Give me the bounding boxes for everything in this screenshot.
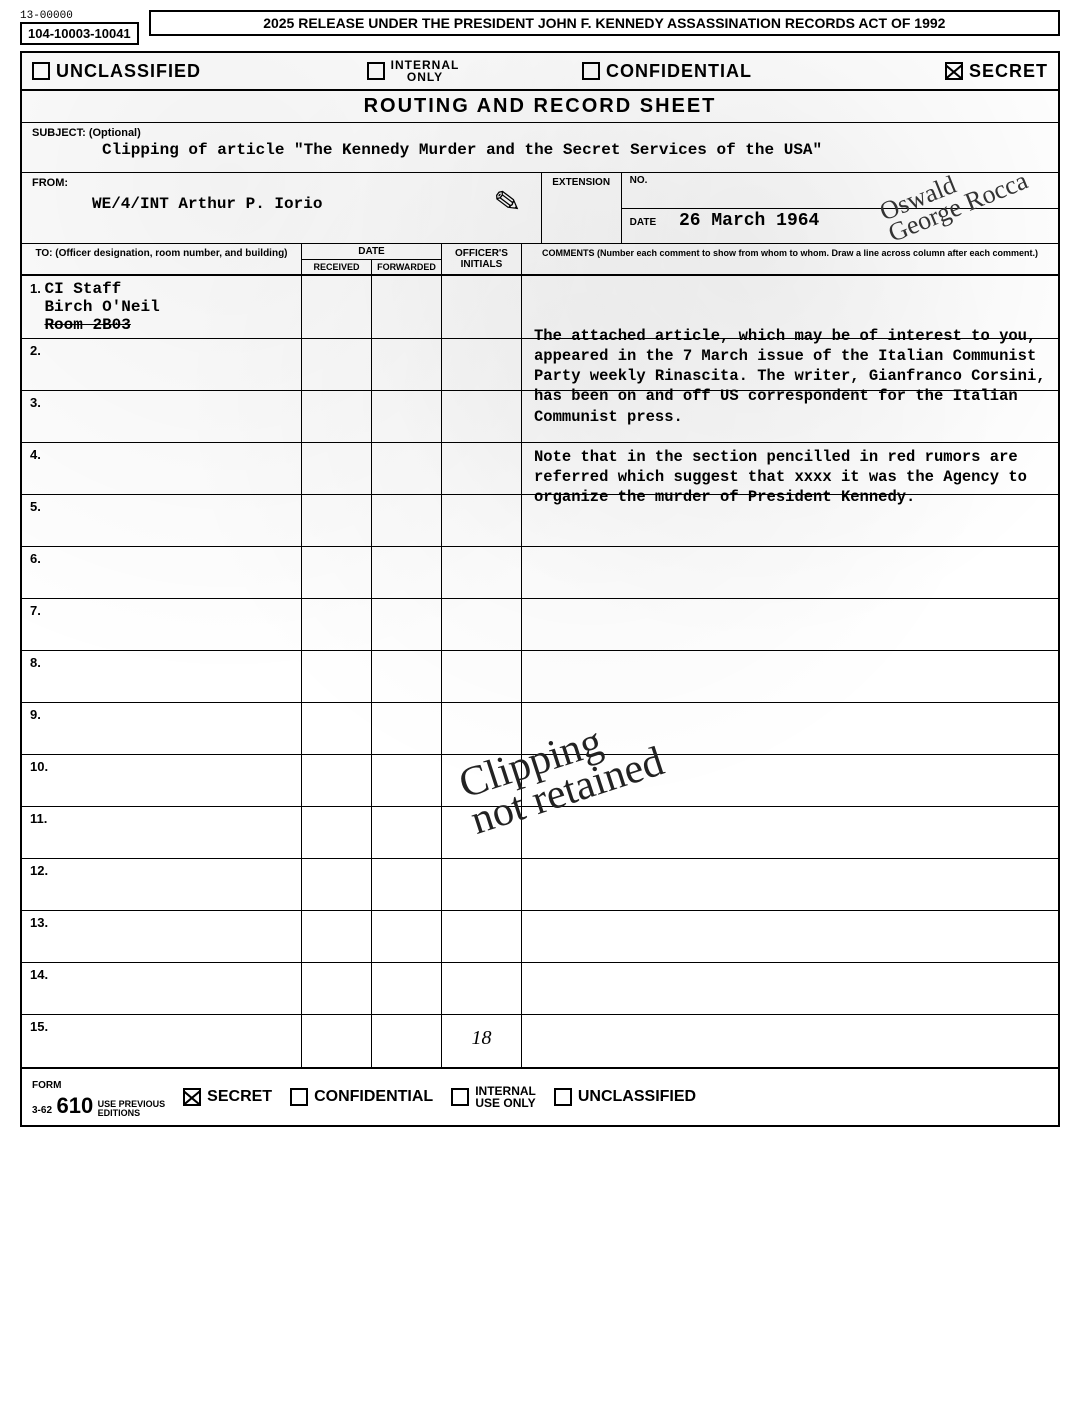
class-label: UNCLASSIFIED	[578, 1088, 696, 1106]
checkbox-icon	[582, 62, 600, 80]
date-header-label: DATE	[302, 244, 441, 260]
checkbox-checked-icon	[183, 1088, 201, 1106]
row-number: 8.	[30, 655, 41, 670]
class-label: INTERNAL USE ONLY	[475, 1085, 536, 1109]
received-header: RECEIVED	[302, 260, 372, 274]
use-previous-label: USE PREVIOUSEDITIONS	[98, 1100, 166, 1118]
tiny-id: 13-00000	[20, 10, 139, 22]
class-label: UNCLASSIFIED	[56, 61, 201, 82]
initials-cell: 18	[442, 1015, 522, 1067]
table-row: 8.	[22, 651, 1058, 703]
top-id-row: 13-00000 104-10003-10041 2025 RELEASE UN…	[20, 10, 1060, 45]
class-secret: SECRET	[794, 61, 1048, 82]
from-text: WE/4/INT Arthur P. Iorio	[92, 195, 531, 213]
received-cell	[302, 276, 372, 338]
from-label: FROM:	[32, 177, 531, 189]
routing-table-body: 1. CI Staff Birch O'Neil Room 2B03 2. 3.…	[22, 276, 1058, 1067]
row-number: 4.	[30, 447, 41, 462]
row-number: 13.	[30, 915, 48, 930]
id-stack: 13-00000 104-10003-10041	[20, 10, 139, 45]
form-number: 610	[56, 1093, 93, 1118]
release-banner: 2025 RELEASE UNDER THE PRESIDENT JOHN F.…	[149, 10, 1060, 36]
from-signature-scribble: ✎	[491, 181, 523, 222]
class-label: SECRET	[207, 1088, 272, 1106]
date-label: DATE	[630, 217, 656, 228]
class-unclassified: UNCLASSIFIED	[32, 61, 286, 82]
row-number: 15.	[30, 1019, 48, 1034]
class-label: SECRET	[969, 61, 1048, 82]
to-line: Room 2B03	[44, 316, 130, 334]
no-date-column: NO. DATE 26 March 1964 OswaldGeorge Rocc…	[622, 173, 1058, 243]
col-to-header: TO: (Officer designation, room number, a…	[22, 244, 302, 274]
row-number: 10.	[30, 759, 48, 774]
date-cell: DATE 26 March 1964	[622, 209, 1058, 244]
to-line: Birch O'Neil	[44, 298, 159, 316]
subject-text: Clipping of article "The Kennedy Murder …	[102, 141, 1048, 159]
extension-cell: EXTENSION	[542, 173, 622, 243]
forwarded-header: FORWARDED	[372, 260, 441, 274]
col-initials-header: OFFICER'S INITIALS	[442, 244, 522, 274]
footer-unclassified: UNCLASSIFIED	[554, 1088, 696, 1106]
row-number: 2.	[30, 343, 41, 358]
forwarded-cell	[372, 276, 442, 338]
from-cell: FROM: WE/4/INT Arthur P. Iorio ✎	[22, 173, 542, 243]
row-number: 3.	[30, 395, 41, 410]
form: UNCLASSIFIED INTERNAL ONLY CONFIDENTIAL …	[20, 51, 1060, 1127]
footer-internal: INTERNAL USE ONLY	[451, 1085, 536, 1109]
subject-label: SUBJECT: (Optional)	[32, 127, 1048, 139]
routing-table-header: TO: (Officer designation, room number, a…	[22, 244, 1058, 276]
table-row: 12.	[22, 859, 1058, 911]
row-number: 7.	[30, 603, 41, 618]
to-line: CI Staff	[44, 280, 121, 298]
date-subheader: RECEIVED FORWARDED	[302, 260, 441, 274]
row-number: 9.	[30, 707, 41, 722]
class-internal: INTERNAL ONLY	[286, 59, 540, 83]
table-row: 13.	[22, 911, 1058, 963]
checkbox-checked-icon	[945, 62, 963, 80]
form-number-block: FORM3-62 610 USE PREVIOUSEDITIONS	[32, 1075, 165, 1119]
to-cell: 1. CI Staff Birch O'Neil Room 2B03	[22, 276, 302, 338]
table-row: 6.	[22, 547, 1058, 599]
date-value: 26 March 1964	[679, 211, 819, 231]
subject-row: SUBJECT: (Optional) Clipping of article …	[22, 123, 1058, 173]
table-row: 7.	[22, 599, 1058, 651]
footer-secret: SECRET	[183, 1088, 272, 1106]
classification-top-row: UNCLASSIFIED INTERNAL ONLY CONFIDENTIAL …	[22, 53, 1058, 91]
class-confidential: CONFIDENTIAL	[540, 61, 794, 82]
class-label: CONFIDENTIAL	[606, 61, 752, 82]
row-number: 1.	[30, 281, 41, 296]
col-date-header: DATE RECEIVED FORWARDED	[302, 244, 442, 274]
handwritten-number: 18	[472, 1027, 492, 1049]
comments-text: The attached article, which may be of in…	[534, 326, 1052, 507]
row-number: 11.	[30, 811, 47, 826]
class-label: INTERNAL ONLY	[391, 59, 460, 83]
initials-cell	[442, 276, 522, 338]
class-label: CONFIDENTIAL	[314, 1088, 433, 1106]
row-number: 12.	[30, 863, 48, 878]
row-number: 5.	[30, 499, 41, 514]
page: 13-00000 104-10003-10041 2025 RELEASE UN…	[20, 10, 1060, 1127]
checkbox-icon	[32, 62, 50, 80]
checkbox-icon	[367, 62, 385, 80]
checkbox-icon	[554, 1088, 572, 1106]
doc-id: 104-10003-10041	[20, 22, 139, 45]
col-comments-header: COMMENTS (Number each comment to show fr…	[522, 244, 1058, 274]
form-title: ROUTING AND RECORD SHEET	[22, 91, 1058, 123]
footer-row: FORM3-62 610 USE PREVIOUSEDITIONS SECRET…	[22, 1067, 1058, 1125]
table-row: 14.	[22, 963, 1058, 1015]
row-number: 14.	[30, 967, 48, 982]
checkbox-icon	[290, 1088, 308, 1106]
checkbox-icon	[451, 1088, 469, 1106]
table-row: 15. 18	[22, 1015, 1058, 1067]
from-row: FROM: WE/4/INT Arthur P. Iorio ✎ EXTENSI…	[22, 173, 1058, 244]
footer-confidential: CONFIDENTIAL	[290, 1088, 433, 1106]
row-number: 6.	[30, 551, 41, 566]
